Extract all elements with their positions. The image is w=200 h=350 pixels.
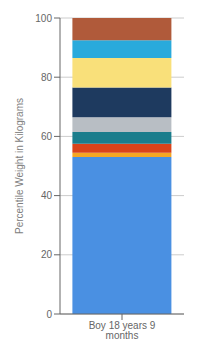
svg-text:100: 100 — [35, 13, 52, 24]
svg-text:60: 60 — [41, 131, 53, 142]
svg-text:Boy 18 years 9months: Boy 18 years 9months — [89, 320, 156, 341]
svg-text:40: 40 — [41, 190, 53, 201]
svg-text:80: 80 — [41, 72, 53, 83]
svg-text:Percentile Weight in Kilograms: Percentile Weight in Kilograms — [14, 98, 25, 234]
svg-text:0: 0 — [46, 309, 52, 320]
svg-text:20: 20 — [41, 249, 53, 260]
